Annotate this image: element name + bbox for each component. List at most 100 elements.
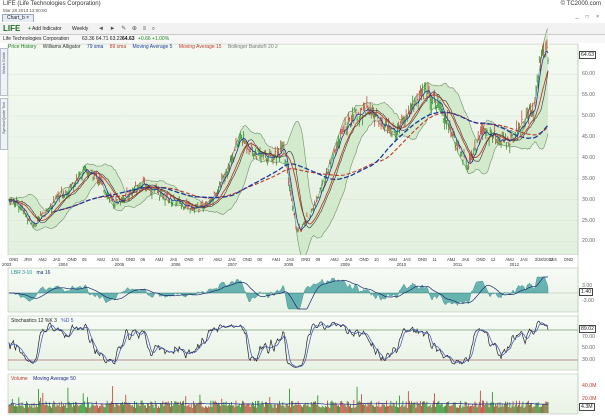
price-axis-label: 55.00	[582, 92, 595, 99]
symbol-input[interactable]: LIFE	[3, 24, 21, 33]
time-axis-label: AMJ	[271, 257, 281, 262]
volume-value-tag: 4.3M	[579, 403, 595, 411]
legend-79-sma[interactable]: 79 sma	[86, 44, 104, 50]
time-axis-label: OND	[417, 257, 428, 262]
legend-price-history[interactable]: Price History	[8, 44, 37, 50]
legend-williams-alligator[interactable]: Williams Alligator	[42, 44, 81, 50]
window-title-bar: LIFE (Life Technologies Corporation) Mar…	[0, 0, 605, 13]
time-axis-label: 11	[432, 257, 437, 262]
symbol-quote-tool-label: Symbol/Quote Tool	[2, 102, 6, 135]
add-indicator-label: Add Indicator	[32, 26, 62, 32]
time-axis-year: 2010	[396, 262, 407, 267]
legend-bollinger[interactable]: Bollinger Bands® 20 2	[227, 44, 278, 50]
time-axis-label: 05	[82, 257, 87, 262]
time-axis-label: OND	[125, 257, 136, 262]
period-dropdown[interactable]: Weekly	[72, 26, 89, 32]
ma-15-line	[8, 70, 549, 225]
stochastics-header: Stochastics 12 %K 3 %D 5	[11, 318, 73, 324]
legend-89-sma[interactable]: 89 sma	[109, 44, 127, 50]
stochastic-d-line	[8, 322, 549, 368]
time-axis-label: 10	[374, 257, 379, 262]
price-axis-label: 20.00	[582, 238, 595, 245]
stochastics-value-tag: 89.02	[579, 325, 596, 333]
chart-tools-icons[interactable]: ◄ ► ✎ ⊕ ≡ ⌕	[98, 26, 158, 32]
time-axis-label: AMJ	[38, 257, 47, 262]
time-axis-year: 2006	[171, 262, 181, 267]
lbr-ma-line	[9, 276, 548, 310]
lbr-axis-bottom: -3.00	[582, 298, 594, 304]
sma-79-line	[52, 111, 549, 213]
lbr-value-tag: 1.40	[579, 288, 594, 296]
symbol-quote-tool-button[interactable]: Symbol/Quote Tool	[0, 98, 8, 150]
time-axis-label: JAS	[549, 257, 557, 262]
lbr-area	[9, 276, 549, 310]
lbr-ma-label[interactable]: ma 16	[36, 270, 51, 276]
lbr-axis-top: 3.00	[582, 283, 593, 289]
lbr-label[interactable]: LBR 3-10	[11, 270, 33, 276]
time-axis-label: OND	[67, 257, 77, 262]
price-axis-label: 25.00	[582, 217, 595, 224]
indicator-legend: Price History Williams Alligator 79 sma …	[8, 44, 283, 50]
price-axis-label: 30.00	[582, 196, 595, 203]
tab-bar: Chart_b × _ □ ×	[0, 14, 605, 22]
volume-header: Volume Moving Average 50	[11, 376, 76, 382]
add-indicator-button[interactable]: + Add Indicator	[28, 26, 62, 32]
time-axis-label: JAS	[169, 257, 178, 262]
bollinger-lower	[8, 106, 549, 259]
time-axis-label: JAS	[520, 257, 528, 262]
window-title: LIFE (Life Technologies Corporation)	[3, 1, 101, 7]
time-axis-label: AMJ	[330, 257, 339, 262]
volume-ma-line	[8, 402, 548, 406]
time-axis-label: JAS	[52, 257, 61, 262]
time-axis-year: 2009	[340, 262, 350, 267]
price-axis-label: 45.00	[582, 133, 595, 140]
time-axis-label: AMJ	[505, 257, 514, 262]
stoch-axis-30: 30.00	[582, 357, 595, 363]
time-axis-year: 2003	[2, 262, 12, 267]
time-axis-label: JAS	[111, 257, 119, 262]
time-axis-label: AMJ	[447, 257, 456, 262]
stoch-axis-50: 50.00	[582, 345, 595, 351]
time-axis-label: OND	[301, 257, 311, 262]
volume-axis-40m: 40.0M	[582, 383, 597, 389]
price-axis-label: 35.00	[582, 175, 595, 182]
price-axis-label: 50.00	[582, 113, 595, 120]
time-axis-year: 2012	[509, 262, 519, 267]
watch-guide-button[interactable]: Watch Guide	[0, 48, 8, 96]
plus-icon: +	[28, 26, 31, 32]
time-axis-label: JAS	[403, 257, 411, 262]
time-axis-label: JAS	[228, 257, 236, 262]
time-axis-year: 2007	[227, 262, 237, 267]
time-axis-year: 2005	[114, 262, 125, 267]
time-axis-year: 2011	[453, 262, 463, 267]
time-axis-label: JAS	[286, 257, 295, 262]
stochastics-d-label[interactable]: %D 5	[61, 318, 74, 324]
window-controls[interactable]: _ □ ×	[575, 14, 602, 20]
toolbar: LIFE + Add Indicator Weekly ◄ ► ✎ ⊕ ≡ ⌕	[0, 23, 605, 35]
price-axis-label: 40.00	[582, 154, 595, 161]
time-axis-label: AMJ	[155, 257, 164, 262]
time-axis-year: 2008	[284, 262, 294, 267]
time-axis-label: AMJ	[213, 257, 222, 262]
tab-chart[interactable]: Chart_b ×	[2, 14, 35, 22]
time-axis-label: OND	[563, 257, 574, 262]
timestamp: Mar 28 2013 12:00:00	[3, 8, 48, 13]
time-axis-label: OND	[359, 257, 369, 262]
time-axis-label: 09	[315, 257, 321, 262]
volume-ma-label[interactable]: Moving Average 50	[33, 376, 76, 382]
legend-ma-5[interactable]: Moving Average 5	[132, 44, 173, 50]
brand-label: © TC2000.com	[560, 1, 601, 7]
stochastics-label[interactable]: Stochastics 12 %K 3	[11, 318, 57, 324]
volume-label[interactable]: Volume	[11, 376, 28, 382]
lbr-header: LBR 3-10 ma 16	[11, 270, 50, 276]
time-axis-year: 2004	[58, 262, 68, 267]
time-axis-label: JAS	[461, 257, 470, 262]
time-axis-label: JAS	[344, 257, 353, 262]
price-axis-label: 60.00	[582, 71, 595, 78]
quote-last: 64.63	[122, 36, 135, 42]
last-price-tag: 64.63	[579, 50, 596, 59]
legend-ma-15[interactable]: Moving Average 15	[178, 44, 222, 50]
quote-change: +0.66 +1.00%	[138, 36, 170, 42]
stochastics-panel	[7, 315, 579, 371]
